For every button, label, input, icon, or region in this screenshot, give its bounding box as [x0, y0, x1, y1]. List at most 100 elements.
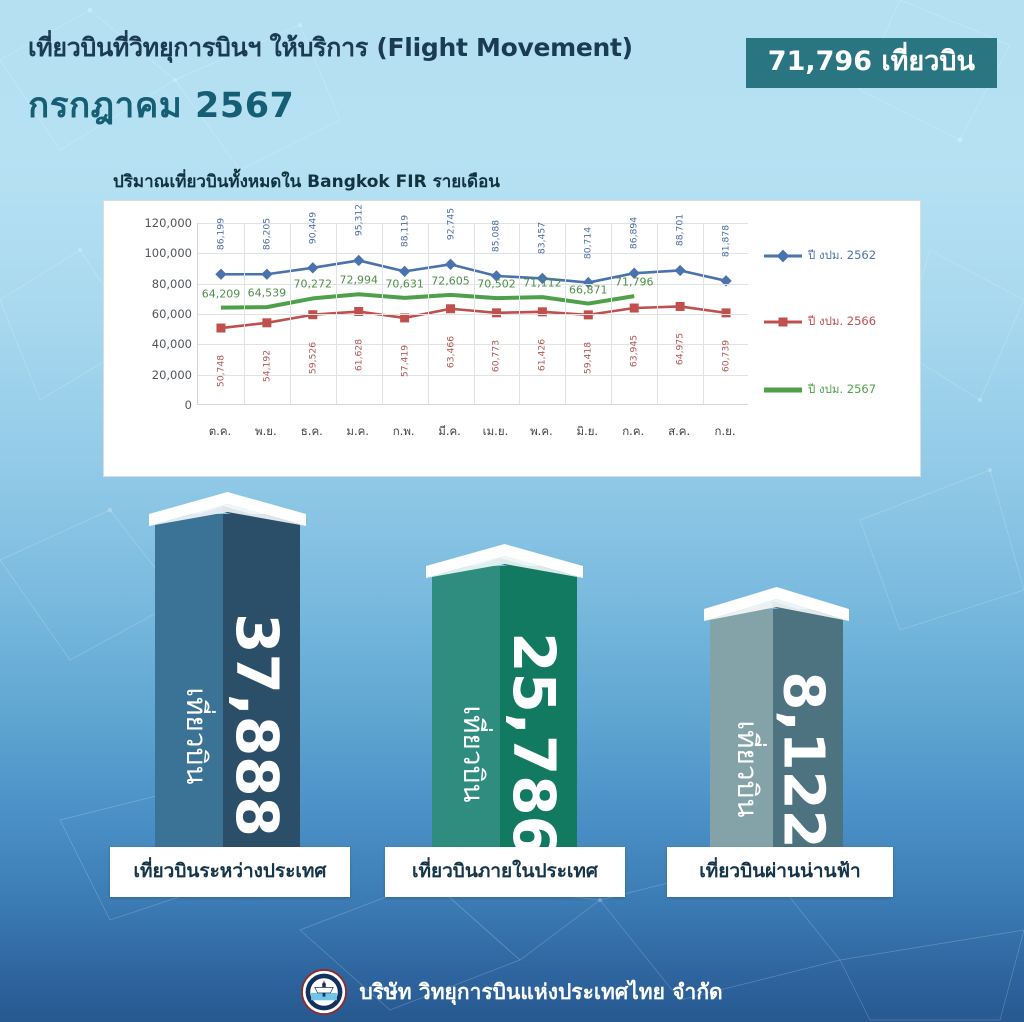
gridline — [198, 253, 748, 255]
data-label: 70,502 — [477, 277, 516, 291]
data-label: 86,894 — [628, 217, 640, 250]
pillar-value: 8,122 — [770, 671, 836, 849]
data-label: 60,773 — [490, 339, 502, 372]
series-marker — [537, 307, 547, 317]
series-marker — [307, 262, 319, 274]
total-flights-badge: 71,796 เที่ยวบิน — [745, 38, 997, 89]
x-axis-tick: พ.ย. — [255, 424, 277, 438]
pillar: 8,122 เที่ยวบิน — [704, 587, 849, 862]
data-label: 50,748 — [215, 354, 227, 388]
y-axis-tick: 20,000 — [151, 367, 192, 382]
x-axis-tick: ก.ค. — [622, 424, 645, 438]
pillar-value: 37,888 — [222, 613, 291, 838]
y-axis-tick: 0 — [184, 398, 192, 412]
series-marker — [400, 313, 410, 323]
legend-swatch-icon — [764, 385, 802, 395]
pillar-label: เที่ยวบินภายในประเทศ — [385, 847, 625, 897]
gridline — [198, 314, 748, 315]
pillar-label: เที่ยวบินผ่านน่านฟ้า — [667, 847, 893, 897]
data-label: 86,199 — [215, 218, 227, 251]
gridline-vertical — [381, 223, 383, 404]
pillar-unit: เที่ยวบิน — [731, 719, 765, 818]
pillar-value: 25,786 — [499, 632, 568, 857]
data-label: 70,631 — [385, 277, 424, 291]
x-axis-tick: ก.ย. — [714, 424, 736, 438]
data-label: 57,419 — [399, 344, 411, 377]
data-label: 64,209 — [201, 287, 241, 301]
data-label: 63,945 — [628, 334, 640, 368]
gridline-vertical — [335, 223, 337, 404]
series-marker — [674, 264, 686, 277]
data-label: 64,539 — [247, 286, 287, 300]
pillar-face-right — [772, 609, 843, 862]
x-axis-tick: ม.ค. — [346, 424, 369, 438]
legend-item[interactable]: ปี งปม. 2567 — [764, 381, 876, 399]
x-axis-tick: ธ.ค. — [300, 424, 323, 438]
plot-area: 86,199 86,205 90,449 95,312 88,119 92,745 85,0… — [197, 204, 748, 405]
series-marker — [398, 265, 411, 278]
x-axis-tick: ต.ค. — [208, 424, 232, 438]
pillar-cap — [426, 544, 583, 578]
data-label: 81,878 — [720, 224, 732, 257]
title-block: เที่ยวบินที่วิทยุการบินฯ ให้บริการ (Flig… — [28, 28, 633, 133]
chart-caption: ปริมาณเที่ยวบินทั้งหมดใน Bangkok FIR ราย… — [113, 172, 500, 192]
data-label: 85,088 — [490, 219, 502, 253]
data-label: 83,457 — [536, 222, 548, 255]
series-marker — [354, 307, 364, 317]
pillar-unit: เที่ยวบิน — [456, 705, 490, 803]
pillar-face-left — [155, 514, 224, 862]
legend-item[interactable]: ปี งปม. 2566 — [764, 313, 876, 331]
series-marker — [215, 268, 227, 280]
series-marker — [261, 268, 273, 280]
data-label: 60,739 — [720, 339, 732, 372]
x-axis-tick: มี.ค. — [438, 424, 461, 438]
y-axis-labels: 0 20,000 40,000 60,000 80,000 100,000 120,000 — [114, 216, 192, 412]
legend-item[interactable]: ปี งปม. 2562 — [764, 247, 876, 265]
gridline-vertical — [703, 223, 705, 404]
header: เที่ยวบินที่วิทยุการบินฯ ให้บริการ (Flig… — [0, 0, 1024, 150]
series-marker — [720, 275, 732, 287]
data-label: 63,466 — [445, 335, 457, 368]
series-marker — [582, 276, 594, 289]
gridline-vertical — [427, 223, 429, 404]
pillar-body — [710, 609, 843, 862]
data-label: 61,628 — [353, 338, 365, 371]
pillar: 25,786 เที่ยวบิน — [426, 544, 583, 862]
y-axis-tick: 80,000 — [151, 276, 192, 291]
gridline-vertical — [243, 223, 245, 404]
data-label: 88,119 — [399, 215, 411, 248]
series-marker — [262, 318, 272, 328]
pillar-chart: 37,888 เที่ยวบิน เที่ยวบินระหว่างประเทศ 25,… — [0, 487, 1024, 897]
y-axis-tick: 120,000 — [144, 216, 192, 230]
line-chart-card: 0 20,000 40,000 60,000 80,000 100,000 120,000 … — [103, 200, 921, 477]
gridline — [198, 223, 748, 224]
data-label: 66,871 — [569, 283, 608, 297]
company-name: บริษัท วิทยุการบินแห่งประเทศไทย จำกัด — [359, 979, 723, 1004]
data-label: 59,526 — [307, 341, 319, 374]
company-logo-icon — [301, 969, 348, 1015]
gridline — [198, 374, 748, 376]
chart-legend: ปี งปม. 2562 ปี งปม. 2566 ปี งปม. 2567 — [764, 241, 914, 411]
data-label: 72,994 — [339, 273, 378, 287]
data-label: 80,714 — [582, 226, 594, 259]
data-label: 70,272 — [293, 277, 333, 291]
series-marker — [216, 323, 226, 333]
data-label: 72,605 — [431, 274, 470, 288]
data-label: 90,449 — [307, 211, 319, 244]
y-axis-tick: 60,000 — [151, 307, 192, 321]
pillar: 37,888 เที่ยวบิน — [149, 492, 306, 862]
legend-label: ปี งปม. 2566 — [808, 314, 877, 328]
pillar-face-right — [500, 566, 577, 862]
data-label: 54,192 — [261, 349, 273, 382]
gridline-vertical — [519, 223, 521, 404]
data-label: 71,112 — [523, 276, 562, 290]
data-label: 64,975 — [674, 333, 686, 366]
x-axis-tick: พ.ค. — [530, 424, 553, 438]
data-label: 92,745 — [445, 208, 457, 241]
pillar-face-left — [710, 609, 773, 862]
series-marker — [446, 304, 456, 314]
pillar-unit: เที่ยวบิน — [179, 687, 213, 785]
x-axis-tick: มิ.ย. — [576, 424, 599, 438]
pillar-face-right — [223, 514, 300, 862]
legend-swatch-icon — [764, 317, 802, 327]
